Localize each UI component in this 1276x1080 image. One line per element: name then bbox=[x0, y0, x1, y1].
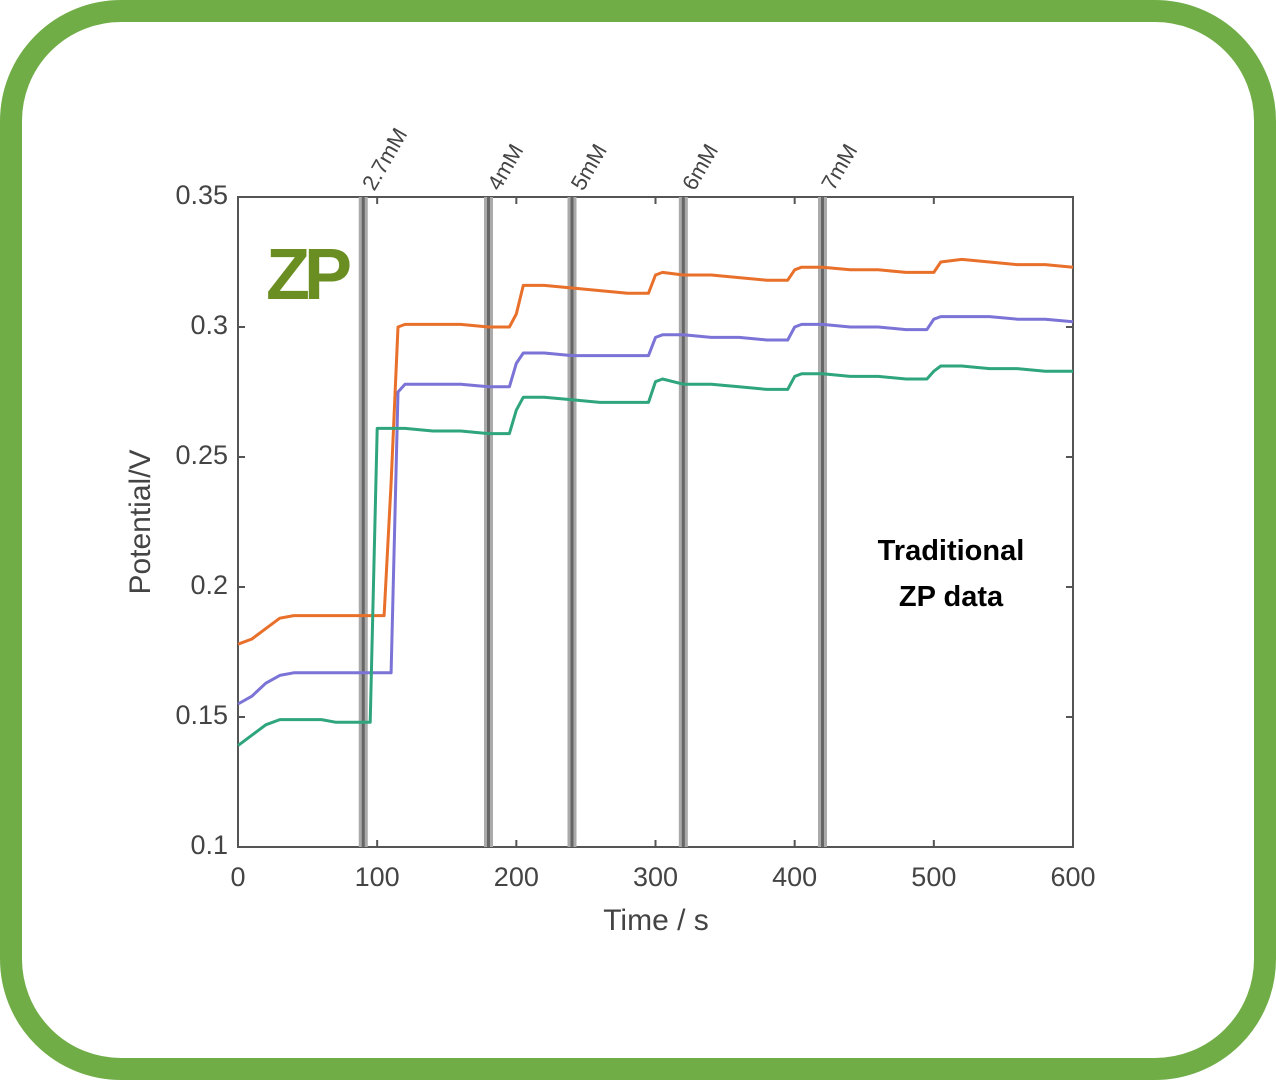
y-axis-label: Potential/V bbox=[124, 449, 157, 594]
x-tick-label: 200 bbox=[494, 862, 539, 892]
y-tick-label: 0.2 bbox=[190, 570, 228, 600]
x-tick-label: 500 bbox=[911, 862, 956, 892]
x-axis-label: Time / s bbox=[603, 904, 709, 937]
series-line bbox=[237, 315, 1074, 706]
x-tick-label: 400 bbox=[772, 862, 817, 892]
x-tick-label: 100 bbox=[355, 862, 400, 892]
x-tick-label: 0 bbox=[230, 862, 245, 892]
y-tick-label: 0.15 bbox=[175, 700, 228, 730]
x-tick-label: 300 bbox=[633, 862, 678, 892]
y-tick-label: 0.25 bbox=[175, 440, 228, 470]
annotation-line: ZP data bbox=[899, 581, 1004, 613]
y-tick-label: 0.1 bbox=[190, 830, 228, 860]
y-tick-label: 0.3 bbox=[190, 310, 228, 340]
annotation-line: Traditional bbox=[878, 535, 1025, 567]
annotation: Traditional ZP data bbox=[878, 535, 1025, 613]
x-tick-label: 600 bbox=[1050, 862, 1095, 892]
series-line bbox=[237, 257, 1074, 646]
y-tick-label: 0.35 bbox=[175, 180, 228, 210]
series-line bbox=[237, 364, 1073, 747]
logo: ZP bbox=[266, 235, 350, 315]
